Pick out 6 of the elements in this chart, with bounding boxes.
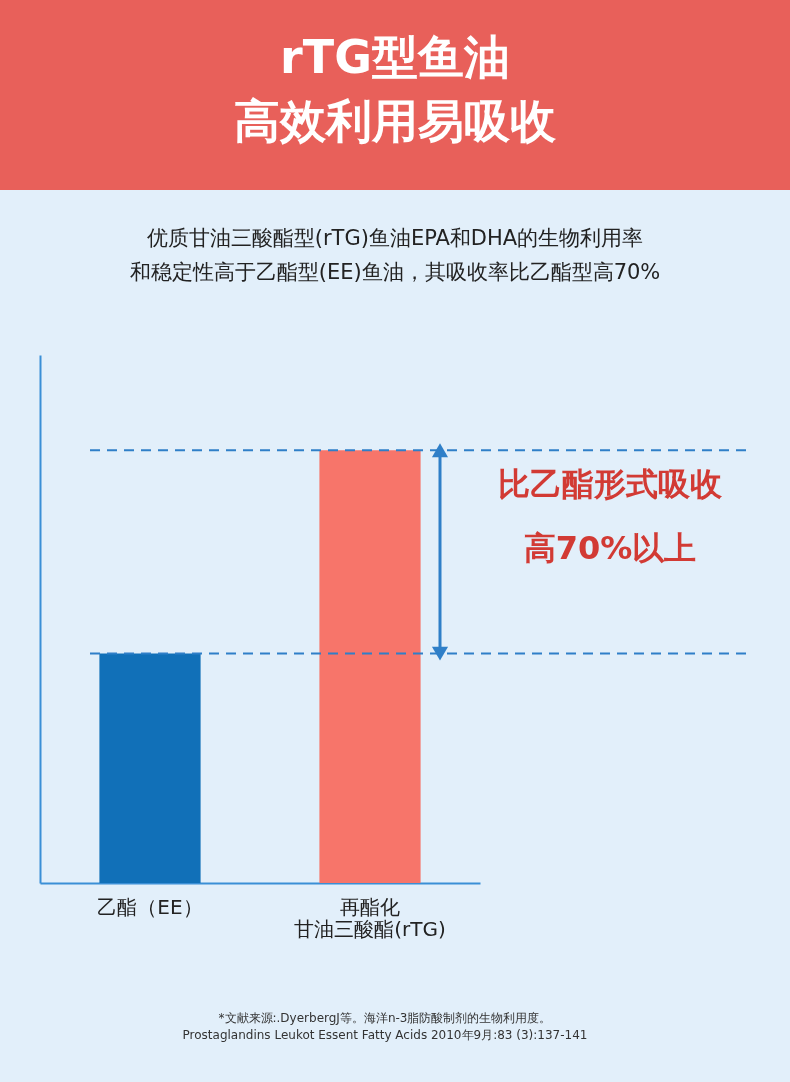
chart-title: rTG型鱼油高效利用易吸收 — [234, 30, 557, 148]
x-tick-label: 再酯化甘油三酸酯(rTG) — [294, 894, 446, 941]
x-tick-label: 乙酯（EE） — [97, 894, 203, 919]
chart-subtitle: 优质甘油三酸酯型(rTG)鱼油EPA和DHA的生物利用率和稳定性高于乙酯型(EE)鱼油，其吸收率比乙酯型高70% — [129, 226, 661, 284]
text: 比乙酯形式吸收高70%以上 — [498, 465, 723, 567]
text: *文献来源:.DyerbergJ等。海洋n-3脂防酸制剂的生物利用度。 Prostaglandins Leukot Essent Fatty Acids 2010年9月:83 (3):137-141 — [182, 1011, 588, 1042]
